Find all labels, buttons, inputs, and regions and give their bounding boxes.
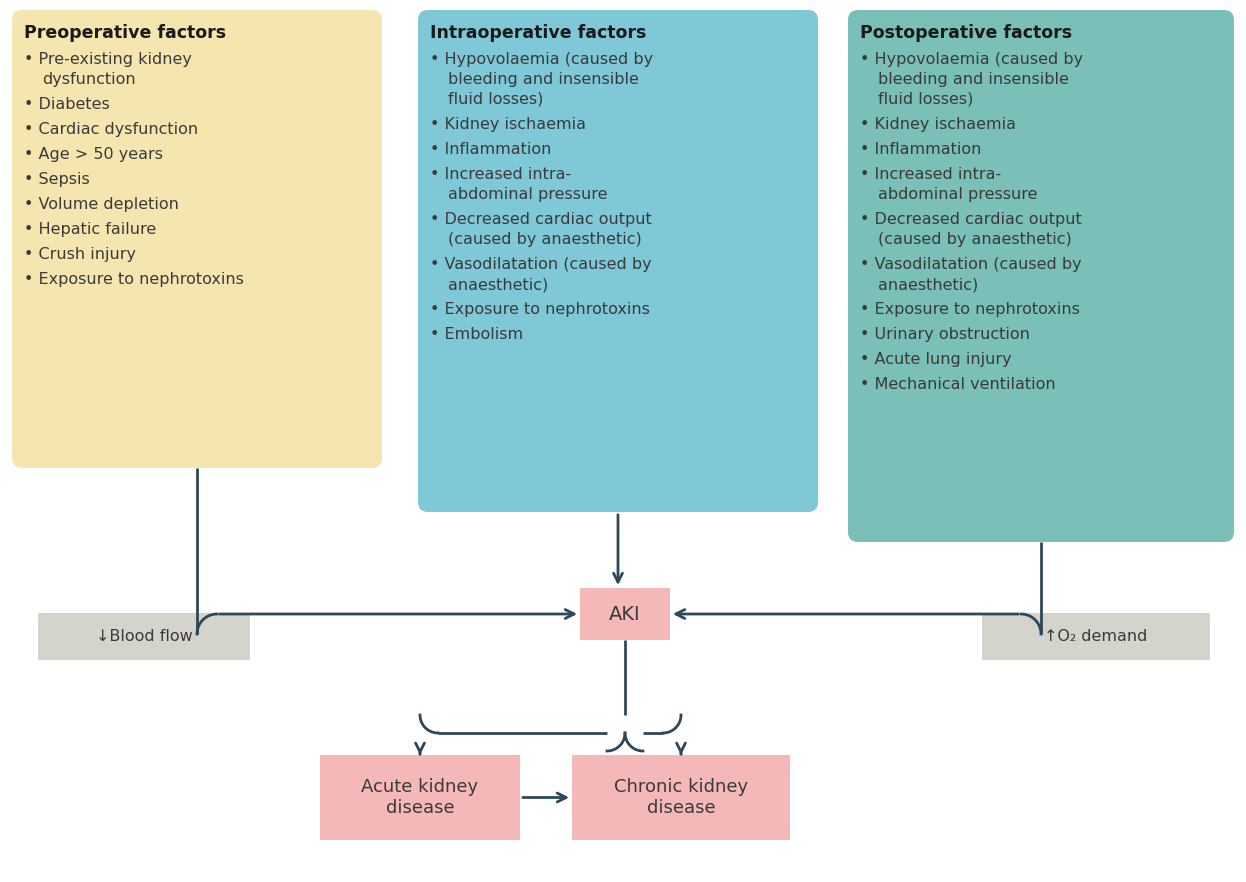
Text: • Exposure to nephrotoxins: • Exposure to nephrotoxins: [24, 272, 244, 287]
Bar: [572, 755, 790, 840]
Text: abdominal pressure: abdominal pressure: [449, 187, 608, 202]
Text: • Volume depletion: • Volume depletion: [24, 197, 179, 212]
Text: • Hypovolaemia (caused by: • Hypovolaemia (caused by: [860, 52, 1083, 67]
Text: Chronic kidney
disease: Chronic kidney disease: [614, 778, 748, 817]
Text: fluid losses): fluid losses): [449, 92, 543, 107]
Text: AKI: AKI: [609, 604, 640, 624]
Text: Intraoperative factors: Intraoperative factors: [430, 24, 647, 42]
FancyBboxPatch shape: [849, 10, 1234, 542]
Text: Acute kidney
disease: Acute kidney disease: [361, 778, 478, 817]
Text: dysfunction: dysfunction: [42, 72, 136, 87]
Text: bleeding and insensible: bleeding and insensible: [449, 72, 639, 87]
Text: • Kidney ischaemia: • Kidney ischaemia: [430, 117, 586, 132]
Text: • Decreased cardiac output: • Decreased cardiac output: [860, 212, 1082, 227]
Text: ↑O₂ demand: ↑O₂ demand: [1044, 629, 1148, 644]
FancyBboxPatch shape: [417, 10, 819, 512]
Bar: [579, 588, 670, 640]
Text: • Pre-existing kidney: • Pre-existing kidney: [24, 52, 192, 67]
Text: • Inflammation: • Inflammation: [430, 142, 552, 157]
Text: • Decreased cardiac output: • Decreased cardiac output: [430, 212, 652, 227]
Text: • Urinary obstruction: • Urinary obstruction: [860, 327, 1030, 342]
Text: • Kidney ischaemia: • Kidney ischaemia: [860, 117, 1015, 132]
Bar: [320, 755, 520, 840]
Text: fluid losses): fluid losses): [878, 92, 973, 107]
Text: • Hypovolaemia (caused by: • Hypovolaemia (caused by: [430, 52, 653, 67]
Bar: [982, 613, 1210, 660]
Text: • Increased intra-: • Increased intra-: [860, 167, 1002, 182]
Text: (caused by anaesthetic): (caused by anaesthetic): [449, 232, 642, 247]
Text: • Inflammation: • Inflammation: [860, 142, 982, 157]
Text: • Age > 50 years: • Age > 50 years: [24, 147, 163, 162]
Text: Postoperative factors: Postoperative factors: [860, 24, 1072, 42]
Text: • Exposure to nephrotoxins: • Exposure to nephrotoxins: [860, 302, 1080, 317]
Text: • Vasodilatation (caused by: • Vasodilatation (caused by: [430, 257, 652, 272]
Text: • Diabetes: • Diabetes: [24, 97, 110, 112]
Text: • Cardiac dysfunction: • Cardiac dysfunction: [24, 122, 198, 137]
Text: • Increased intra-: • Increased intra-: [430, 167, 571, 182]
Text: • Exposure to nephrotoxins: • Exposure to nephrotoxins: [430, 302, 650, 317]
Text: • Hepatic failure: • Hepatic failure: [24, 222, 156, 237]
FancyBboxPatch shape: [12, 10, 383, 468]
Text: (caused by anaesthetic): (caused by anaesthetic): [878, 232, 1072, 247]
Text: anaesthetic): anaesthetic): [449, 277, 548, 292]
Text: abdominal pressure: abdominal pressure: [878, 187, 1038, 202]
Text: bleeding and insensible: bleeding and insensible: [878, 72, 1069, 87]
Text: • Crush injury: • Crush injury: [24, 247, 136, 262]
Text: • Embolism: • Embolism: [430, 327, 523, 342]
Text: anaesthetic): anaesthetic): [878, 277, 978, 292]
Text: • Sepsis: • Sepsis: [24, 172, 90, 187]
Text: • Acute lung injury: • Acute lung injury: [860, 352, 1012, 367]
Bar: [37, 613, 250, 660]
Text: • Mechanical ventilation: • Mechanical ventilation: [860, 377, 1055, 392]
Text: ↓Blood flow: ↓Blood flow: [96, 629, 192, 644]
Text: • Vasodilatation (caused by: • Vasodilatation (caused by: [860, 257, 1082, 272]
Text: Preoperative factors: Preoperative factors: [24, 24, 226, 42]
